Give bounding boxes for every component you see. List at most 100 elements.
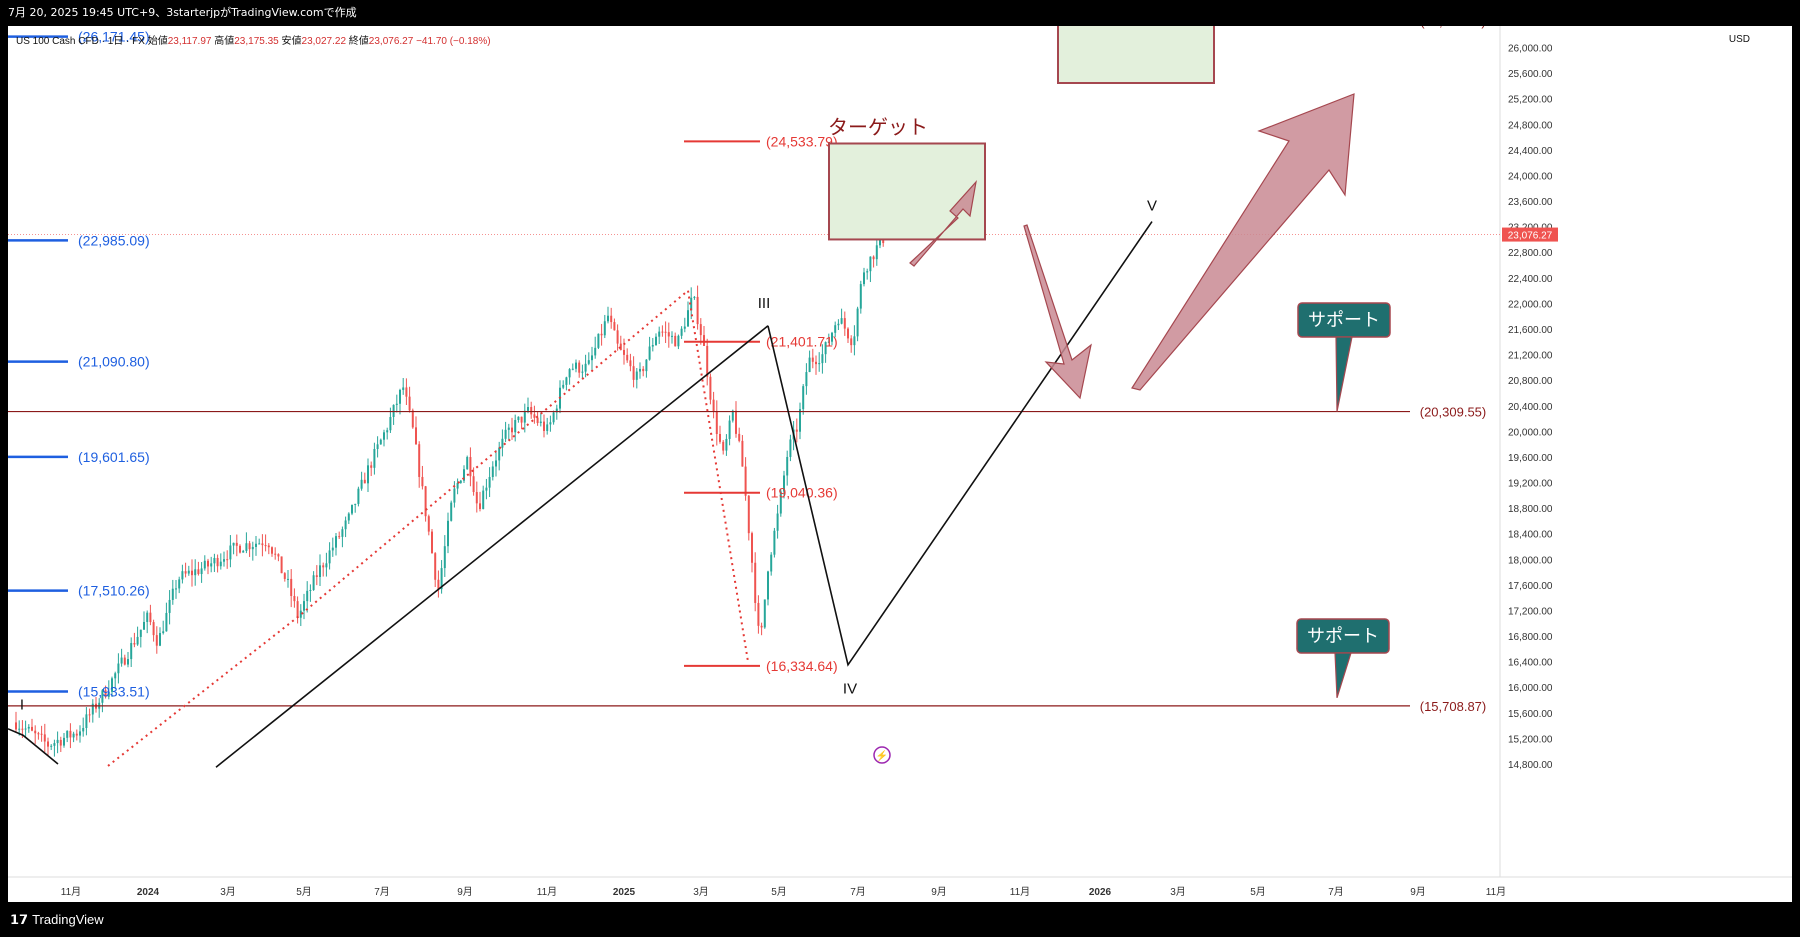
candle-body [795,429,798,432]
candle-body [389,416,392,431]
candle-body [517,416,520,421]
close-label: 終値 [348,36,369,47]
candle-body [677,335,680,347]
candle-body [453,488,456,503]
candle-body [747,495,750,534]
y-tick-label: 22,400.00 [1508,274,1553,285]
candle-body [463,469,465,481]
candle-body [319,565,321,577]
candle-body [619,343,622,350]
candle-body [24,728,27,730]
candle-body [680,328,683,336]
candle-body [773,530,776,555]
chart-area[interactable]: 14,800.00 15,200.00 15,600.00 16,000.00 16,4… [8,26,1792,902]
candle-body [296,601,299,618]
y-tick-label: 19,200.00 [1508,479,1553,490]
candle-body [258,543,261,545]
candle-body [671,335,673,337]
candle-body [338,536,341,538]
symbol-name[interactable]: US 100 Cash CFD · 1日 · FX [16,36,145,47]
price-scale [1500,26,1792,902]
candle-body [546,424,549,431]
candle-body [552,412,555,423]
candle-body [511,427,513,433]
candle-body [229,545,232,560]
candle-body [648,346,651,360]
candle-body [111,678,113,692]
y-tick-label: 23,600.00 [1508,197,1553,208]
candle-body [101,690,104,703]
candle-body [626,354,629,361]
candle-body [431,531,433,554]
candle-body [235,542,238,546]
y-tick-label: 16,400.00 [1508,658,1553,669]
candle-body [661,331,664,333]
candle-body [597,333,600,348]
candle-body [664,331,667,333]
candle-body [210,563,213,567]
candle-body [15,722,17,730]
candle-body [616,330,619,344]
candle-body [709,376,712,400]
candle-body [754,562,757,603]
blue-level-label: (19,601.65) [78,449,150,465]
y-tick-label: 20,000.00 [1508,427,1553,438]
candle-body [651,345,654,347]
candle-body [271,547,273,554]
wave-one-line [8,728,59,765]
candle-body [533,414,536,418]
tradingview-logo[interactable]: 𝟭𝟳 TradingView [10,912,104,928]
y-tick-label: 20,800.00 [1508,376,1553,387]
candle-body [146,612,149,622]
candle-body [344,520,347,530]
candle-body [632,366,635,380]
candle-body [239,545,241,553]
x-tick-label: 11月 [1010,886,1030,898]
candle-body [395,403,398,405]
candle-body [181,571,184,580]
x-tick-label: 2024 [137,887,160,898]
candle-body [37,733,40,735]
candle-body [207,560,209,567]
candle-body [274,553,277,555]
candle-body [280,556,283,574]
candle-body [175,588,177,590]
footer: 𝟭𝟳 TradingView [0,902,1800,937]
y-tick-label: 18,800.00 [1508,504,1553,515]
candle-body [315,575,318,577]
chart-svg[interactable]: 14,800.00 15,200.00 15,600.00 16,000.00 16,4… [8,26,1792,902]
candle-body [251,546,254,550]
y-tick-label: 19,600.00 [1508,453,1553,464]
lightning-glyph: ⚡ [876,749,888,762]
open-value: 23,117.97 [167,36,212,47]
x-tick-label: 7月 [374,886,390,898]
candle-body [859,284,862,309]
candle-body [811,357,814,362]
y-tick-label: 15,200.00 [1508,734,1553,745]
candle-body [331,547,334,551]
candle-body [347,513,350,521]
candle-body [744,466,747,496]
down-arrow [1023,224,1092,400]
candle-body [309,589,312,591]
candle-body [223,559,225,562]
candle-body [731,410,734,421]
candle-body [491,466,494,478]
candle-body [735,410,737,434]
candle-body [328,550,331,564]
candle-body [536,417,539,424]
candle-body [571,368,574,370]
candle-body [79,731,81,736]
dotted-trendline [107,288,749,767]
x-tick-label: 5月 [771,886,787,898]
candle-body [415,427,417,445]
blue-level-label: (26,171.45) [78,29,150,45]
wave-label: V [1147,198,1157,215]
candle-body [818,363,821,365]
candle-body [130,643,133,660]
currency-label[interactable]: USD [1728,34,1750,45]
candle-body [498,447,501,461]
candle-body [853,336,856,346]
candle-body [658,331,661,337]
candle-body [136,636,139,645]
